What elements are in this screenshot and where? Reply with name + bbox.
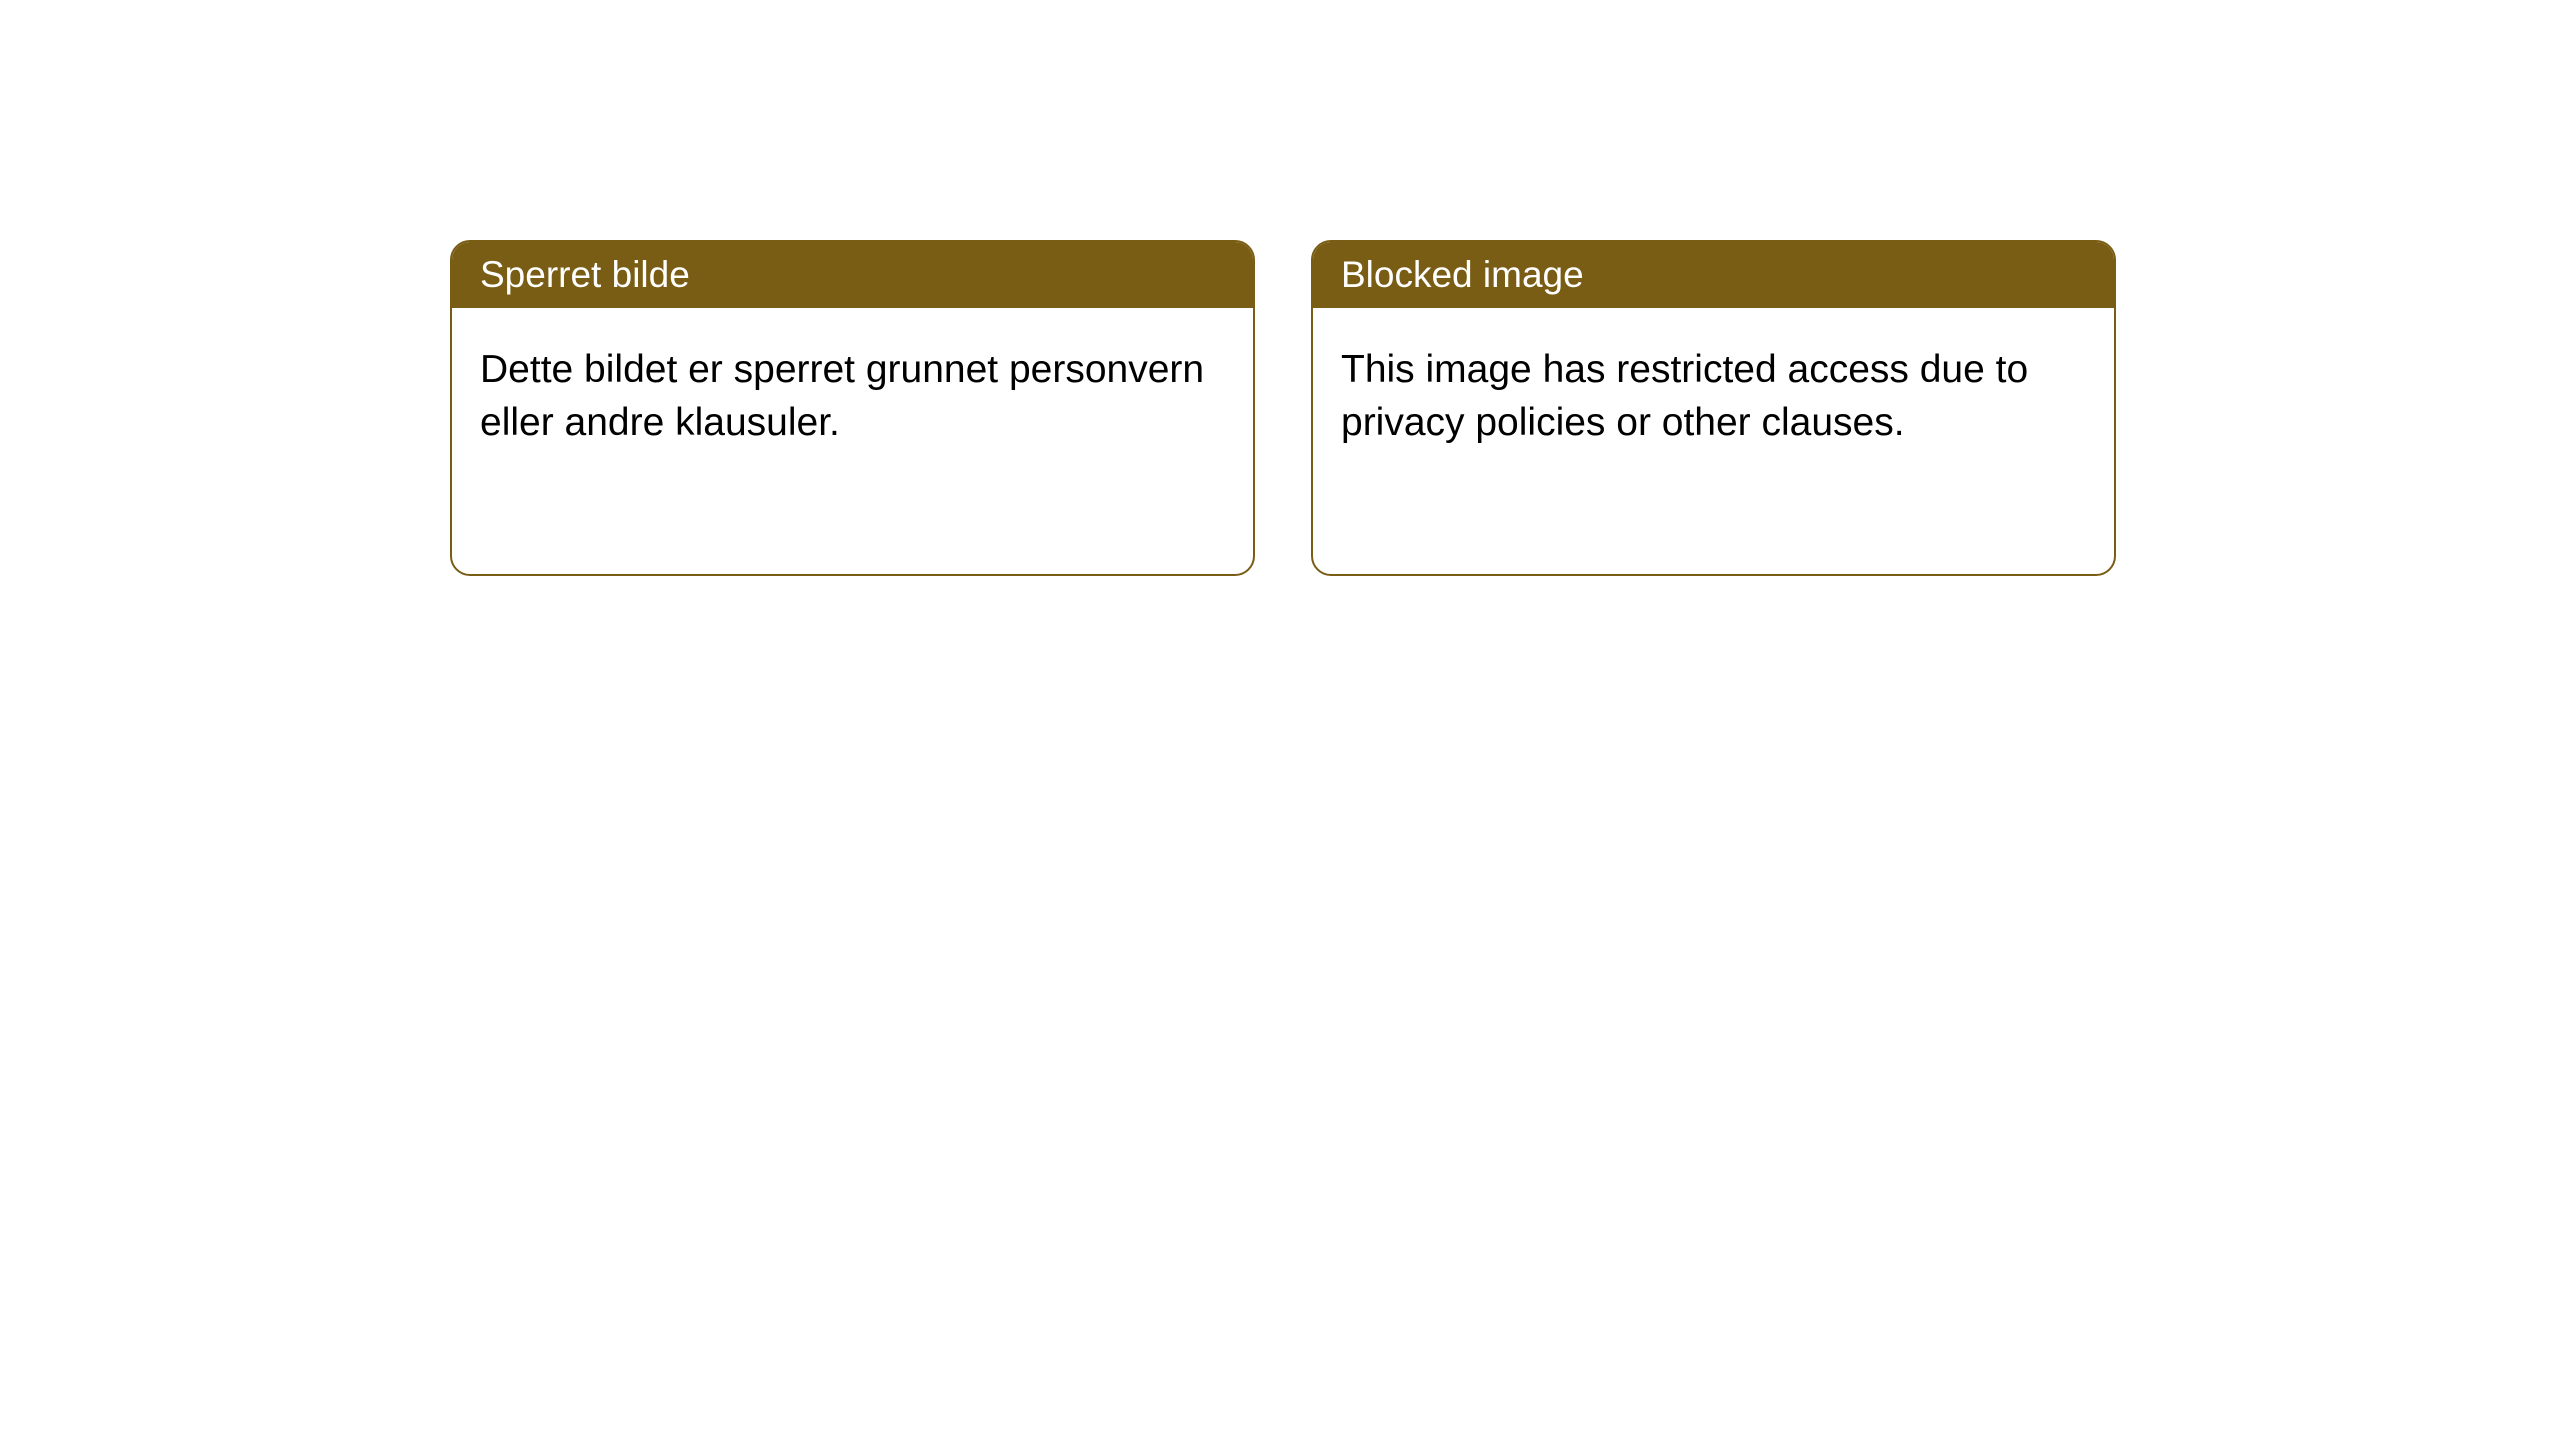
notice-card-norwegian: Sperret bilde Dette bildet er sperret gr… xyxy=(450,240,1255,576)
card-header-english: Blocked image xyxy=(1313,242,2114,308)
notice-card-english: Blocked image This image has restricted … xyxy=(1311,240,2116,576)
card-header-norwegian: Sperret bilde xyxy=(452,242,1253,308)
card-body-norwegian: Dette bildet er sperret grunnet personve… xyxy=(452,308,1253,485)
notice-cards-container: Sperret bilde Dette bildet er sperret gr… xyxy=(0,0,2560,576)
card-body-english: This image has restricted access due to … xyxy=(1313,308,2114,485)
